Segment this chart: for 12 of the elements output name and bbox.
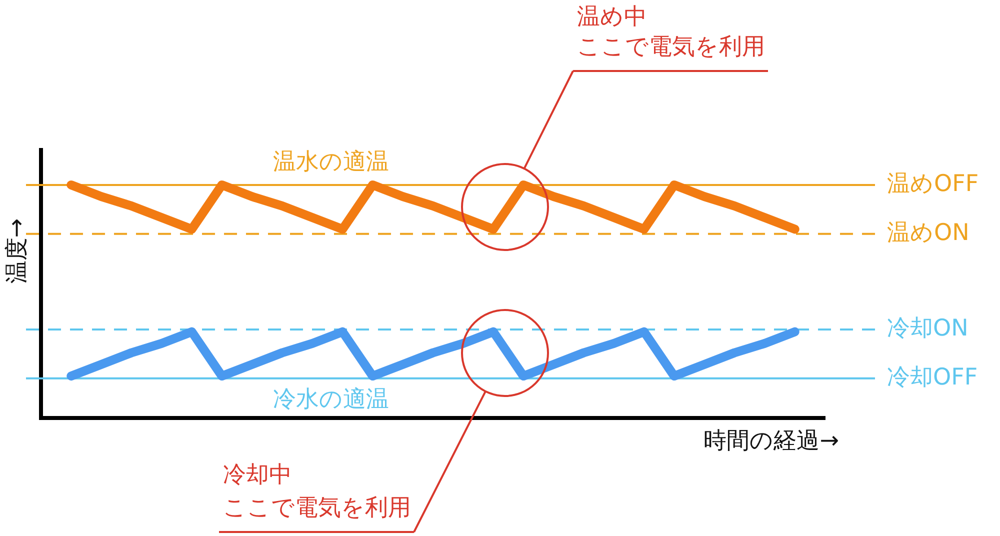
ref-line-label: 冷却OFF xyxy=(887,364,978,390)
text: 温め中 xyxy=(577,4,647,30)
text: ここで電気を利用 xyxy=(223,494,411,521)
y-axis-title: 温度→ xyxy=(4,218,30,284)
annotation: 冷水の適温 xyxy=(273,386,390,412)
ref-line-label: 温めON xyxy=(887,220,970,246)
x-axis-title: 時間の経過→ xyxy=(704,428,839,454)
annotation: 温水の適温 xyxy=(273,148,390,175)
text: ここで電気を利用 xyxy=(577,34,765,60)
text: 冷却中 xyxy=(223,462,292,488)
ref-line-label: 温めOFF xyxy=(887,170,979,197)
ref-line-label: 冷却ON xyxy=(887,315,968,342)
